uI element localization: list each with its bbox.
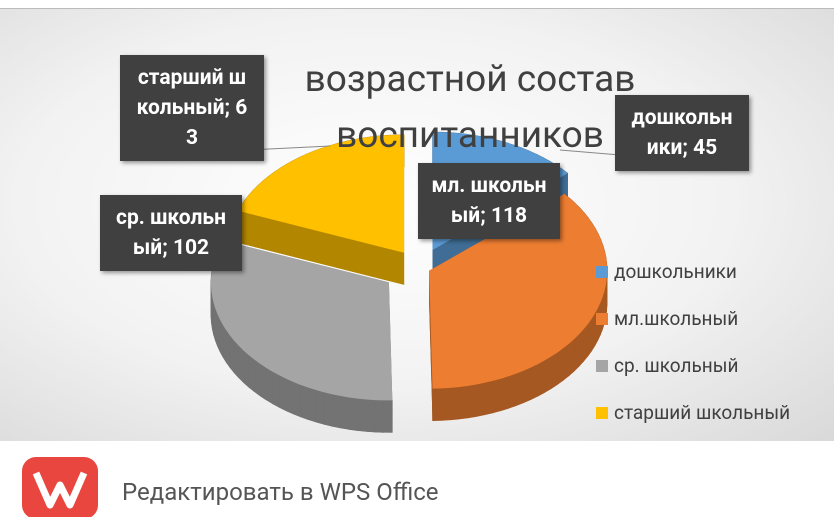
legend-item: старший школьный [596, 389, 790, 436]
slice-side [500, 375, 509, 412]
legend-swatch [596, 265, 608, 278]
legend-label: старший школьный [614, 401, 791, 424]
slice-side [308, 387, 317, 423]
slice-side [537, 359, 546, 397]
slice-side [432, 388, 442, 421]
slice-side [568, 338, 575, 377]
slice-side [315, 389, 325, 425]
slice-side [248, 354, 255, 393]
legend-item: мл.школьный [596, 295, 790, 342]
wps-button[interactable]: Редактировать в WPS Office [122, 478, 439, 506]
slice-side [219, 319, 224, 358]
slice-side [278, 374, 287, 412]
slice-side [233, 339, 239, 379]
wps-logo[interactable] [22, 457, 122, 517]
slice-side [259, 363, 267, 401]
slice-side [573, 333, 580, 372]
legend-label: дошкольники [614, 260, 737, 283]
legend-swatch [596, 359, 608, 372]
slice-side [265, 367, 273, 405]
slice [429, 193, 608, 389]
slice-side [544, 356, 552, 393]
slice-side [483, 380, 493, 416]
slice-side [293, 381, 302, 418]
logo-w [32, 471, 88, 509]
slice-side [340, 395, 350, 430]
slice-side [449, 386, 459, 421]
slice-wall [429, 270, 433, 421]
slice-side [238, 344, 244, 384]
legend-swatch [596, 312, 608, 325]
slice-side [348, 397, 359, 431]
slice-side [272, 371, 280, 408]
data-label: мл. школьный; 118 [418, 163, 560, 239]
slice-side [214, 308, 218, 347]
legend: дошкольники мл.школьный ср. школьный старши… [596, 248, 790, 436]
slice-side [383, 400, 393, 433]
slice-side [591, 312, 596, 353]
slice-side [285, 378, 294, 415]
slice-side [563, 343, 570, 381]
slice-side [458, 385, 468, 420]
legend-item: ср. школьный [596, 342, 790, 389]
slice-side [587, 318, 592, 358]
slice-side [243, 349, 249, 388]
slice-side [222, 323, 227, 364]
slice-side [550, 351, 558, 390]
slice-side [229, 334, 235, 374]
legend-item: дошкольники [596, 248, 790, 295]
slice-wall [237, 210, 405, 285]
slice-side [583, 323, 589, 363]
legend-swatch [596, 406, 608, 419]
legend-label: мл.школьный [614, 307, 739, 330]
chart-title: возрастной состав воспитанников [304, 58, 636, 157]
slice-side [492, 378, 501, 414]
slice-side [300, 384, 309, 421]
slice-side [530, 363, 539, 400]
slice-side [440, 387, 451, 421]
slice-side [508, 373, 517, 409]
slice-side [475, 382, 485, 417]
data-label: дошкольники; 45 [615, 95, 749, 171]
slice-side [217, 313, 221, 352]
slice-side [332, 393, 342, 429]
slice-side [557, 347, 564, 386]
slice-side [253, 358, 261, 397]
slice-side [323, 391, 333, 427]
slice-side [578, 328, 584, 368]
slice-side [366, 399, 376, 433]
slice-side [374, 399, 384, 433]
legend-label: ср. школьный [614, 354, 739, 377]
slice-side [515, 370, 524, 407]
slice-side [523, 367, 532, 404]
slice-side [225, 329, 231, 369]
slice-side [466, 384, 477, 419]
slice [210, 240, 393, 401]
slice-side [357, 398, 367, 432]
slice [237, 134, 405, 253]
data-label: ср. школьный; 102 [100, 195, 242, 271]
leader-line [559, 149, 621, 156]
data-label: старший школьный; 63 [120, 55, 264, 161]
